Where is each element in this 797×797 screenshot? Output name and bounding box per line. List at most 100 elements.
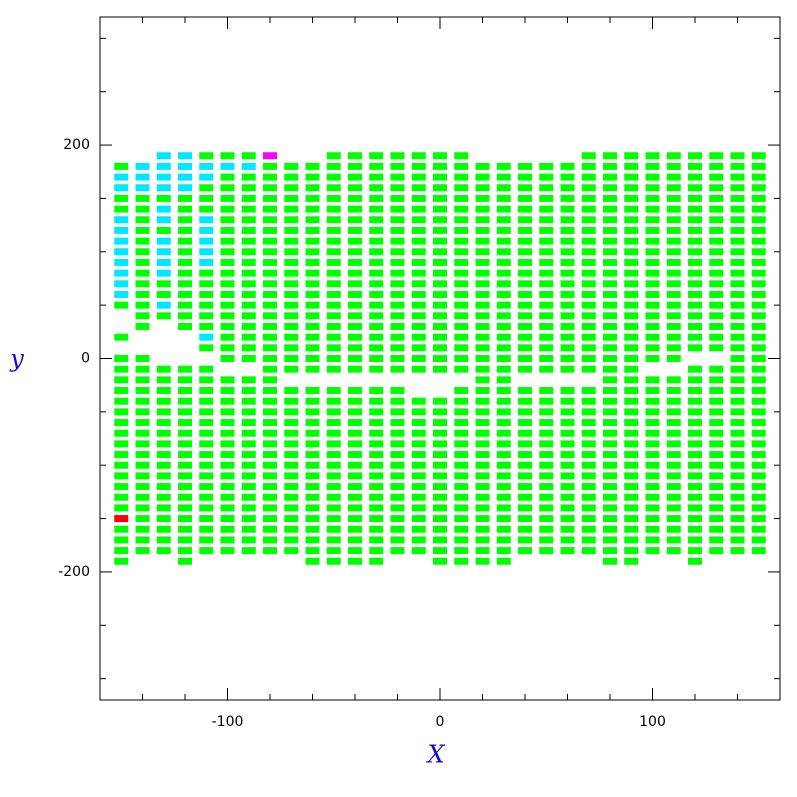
point xyxy=(751,397,766,405)
point xyxy=(496,301,511,309)
point xyxy=(496,408,511,416)
point xyxy=(496,258,511,266)
point xyxy=(730,493,745,501)
highlight-point xyxy=(156,248,171,256)
point xyxy=(475,216,490,224)
point xyxy=(688,237,702,245)
point xyxy=(581,237,596,245)
point xyxy=(156,419,171,427)
point xyxy=(348,173,362,181)
point xyxy=(518,280,532,288)
x-tick-label: -100 xyxy=(212,714,244,730)
point xyxy=(411,194,426,202)
point xyxy=(156,290,171,298)
point xyxy=(433,322,447,330)
point xyxy=(581,397,596,405)
point xyxy=(666,312,681,320)
point xyxy=(390,525,405,533)
point xyxy=(496,419,511,427)
point xyxy=(348,472,362,480)
highlight-point xyxy=(156,184,171,192)
point xyxy=(709,216,724,224)
point xyxy=(624,387,639,395)
point xyxy=(624,173,639,181)
point xyxy=(666,280,681,288)
point xyxy=(390,162,405,170)
point xyxy=(220,493,235,501)
point xyxy=(348,429,362,437)
point xyxy=(433,333,447,341)
point xyxy=(581,248,596,256)
point xyxy=(688,290,702,298)
highlight-point xyxy=(114,280,129,288)
point xyxy=(326,280,341,288)
point xyxy=(645,162,660,170)
point xyxy=(475,205,490,213)
point xyxy=(496,557,511,565)
point xyxy=(241,408,256,416)
point xyxy=(751,365,766,373)
point xyxy=(178,483,192,491)
point xyxy=(284,173,299,181)
point xyxy=(645,333,660,341)
point xyxy=(263,184,277,192)
point xyxy=(326,440,341,448)
point xyxy=(730,216,745,224)
point xyxy=(241,226,256,234)
point xyxy=(475,312,490,320)
point xyxy=(284,483,299,491)
point xyxy=(581,269,596,277)
point xyxy=(518,440,532,448)
point xyxy=(305,162,320,170)
point xyxy=(454,472,469,480)
point xyxy=(518,536,532,544)
point xyxy=(369,333,384,341)
point xyxy=(369,525,384,533)
point xyxy=(645,387,660,395)
point xyxy=(539,451,554,459)
highlight-point xyxy=(114,173,129,181)
point xyxy=(135,429,150,437)
point xyxy=(645,216,660,224)
point xyxy=(433,493,447,501)
point xyxy=(603,355,617,362)
point xyxy=(114,557,129,565)
point xyxy=(199,525,214,533)
point xyxy=(263,376,277,384)
point xyxy=(560,387,575,395)
point xyxy=(305,440,320,448)
point xyxy=(581,355,596,362)
point xyxy=(263,237,277,245)
point xyxy=(199,376,214,384)
point xyxy=(645,515,660,523)
point xyxy=(326,547,341,555)
highlight-point xyxy=(263,152,277,160)
point xyxy=(284,472,299,480)
point xyxy=(390,408,405,416)
point xyxy=(475,483,490,491)
point xyxy=(263,397,277,405)
point xyxy=(411,152,426,160)
point xyxy=(730,194,745,202)
point xyxy=(305,525,320,533)
point xyxy=(688,419,702,427)
point xyxy=(730,162,745,170)
point xyxy=(454,547,469,555)
point xyxy=(390,205,405,213)
highlight-point xyxy=(114,226,129,234)
highlight-point xyxy=(178,184,192,192)
point xyxy=(730,344,745,352)
point xyxy=(220,322,235,330)
point xyxy=(454,248,469,256)
point xyxy=(603,376,617,384)
point xyxy=(709,493,724,501)
point xyxy=(454,184,469,192)
point xyxy=(709,547,724,555)
point xyxy=(475,301,490,309)
point xyxy=(241,387,256,395)
point xyxy=(645,344,660,352)
point xyxy=(688,515,702,523)
point xyxy=(411,419,426,427)
point xyxy=(305,269,320,277)
point xyxy=(369,397,384,405)
